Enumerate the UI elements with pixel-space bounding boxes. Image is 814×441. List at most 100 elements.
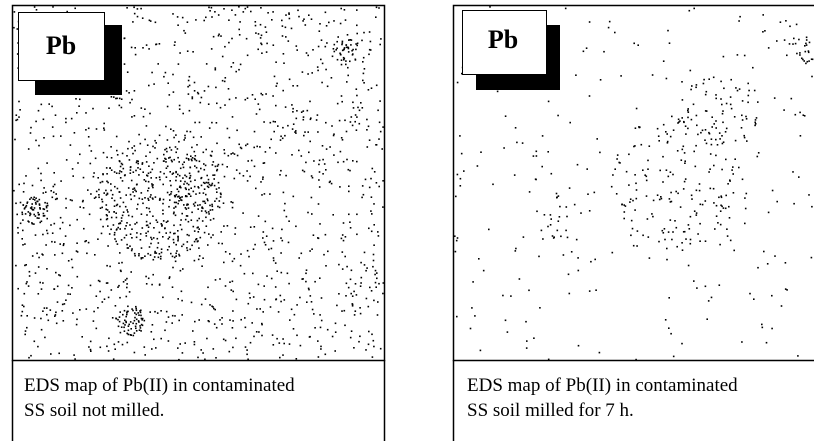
dot [179,180,182,182]
dot [214,279,217,281]
dot [110,157,113,159]
dot [122,281,125,283]
dot [211,205,214,208]
dot [166,165,169,168]
dot [224,104,226,106]
dot [373,345,375,348]
dot [56,197,58,200]
dot [174,41,176,43]
dot [49,309,52,311]
dot [294,131,296,133]
dot [115,172,118,174]
dot [26,202,28,204]
dot [811,58,814,61]
dot [51,105,53,108]
dot [192,190,195,193]
dot [557,220,560,222]
dot [170,149,173,151]
dot [43,187,45,189]
dot [542,238,544,240]
dot [169,199,171,201]
dot [98,188,100,191]
dot [214,11,216,13]
dot [382,282,385,284]
dot [211,305,213,308]
dot [715,127,717,129]
dot [567,273,570,276]
dot [251,94,254,96]
dot [109,265,111,268]
dot [175,171,177,174]
dot [119,165,122,168]
dot [23,292,26,295]
dot [293,313,296,316]
dot [309,335,311,338]
dot [725,194,727,197]
dot [136,221,138,224]
dot [660,196,662,198]
dot [116,187,119,190]
dot [275,85,278,87]
dot [126,71,129,73]
dot [184,218,187,221]
dot [747,82,749,85]
dot [374,269,377,272]
dot [178,174,181,177]
dot [180,199,182,201]
dot [212,348,215,350]
dot [43,208,46,211]
dot [226,225,229,227]
dot [132,152,134,155]
dot [710,138,713,140]
dot [216,169,218,172]
dot [280,271,283,274]
dot [811,205,813,208]
dot [115,204,118,207]
dot [309,250,311,252]
dot [139,311,142,314]
dot [214,200,216,202]
dot [315,119,318,121]
dot [370,290,373,292]
dot [784,288,787,290]
dot [150,177,152,179]
dot [318,163,320,166]
dot [371,167,374,170]
dot [136,8,139,10]
dot [81,336,83,338]
dot [715,154,717,157]
dot [682,188,685,190]
dot [285,174,287,177]
dot [130,179,133,182]
dot [15,114,18,116]
dot [528,191,531,193]
dot [339,150,342,153]
dot [556,196,558,199]
dot [659,169,661,172]
dot [176,148,179,150]
dot [122,211,125,213]
dot [476,165,479,167]
dot [805,62,807,65]
dot [368,139,371,141]
dot [379,100,381,102]
dot [147,172,150,175]
dot [212,234,214,236]
dot [144,255,146,257]
dot [177,236,179,238]
dot [722,207,725,209]
dot [211,121,213,124]
dot [168,276,171,278]
dot [207,178,210,181]
dot [150,194,152,196]
dot [16,53,19,55]
dot [675,226,678,229]
dot [356,24,358,27]
dot [40,288,43,290]
dot [154,250,156,253]
dot [766,263,769,265]
dot [754,124,756,127]
dot [120,171,123,173]
dot [143,319,146,322]
dot [142,257,144,259]
